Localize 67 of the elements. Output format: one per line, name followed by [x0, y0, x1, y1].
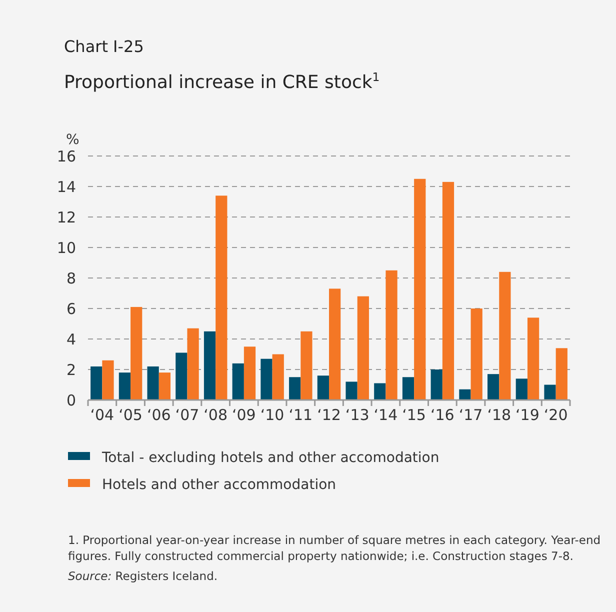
x-tick-label: ‘11 [288, 406, 313, 424]
y-tick-label: 14 [56, 178, 76, 196]
y-tick-label: 0 [66, 391, 76, 410]
chart-subtitle: Proportional increase in CRE stock$^{1}$ [64, 70, 380, 93]
bar [556, 348, 568, 400]
bar [90, 366, 102, 400]
x-tick-label: ‘17 [458, 406, 483, 424]
bar [147, 366, 159, 400]
x-tick-label: ‘18 [487, 406, 512, 424]
y-tick-label: 4 [66, 330, 76, 348]
bar [272, 354, 284, 400]
y-tick-label: 10 [56, 238, 76, 257]
bar [386, 270, 398, 400]
bar [187, 328, 199, 400]
x-tick-label: ‘05 [118, 406, 142, 424]
chart-title: Chart I-25 [64, 37, 144, 56]
bar [102, 360, 114, 400]
bar [357, 296, 369, 400]
bar [346, 382, 358, 400]
x-tick-label: ‘19 [516, 406, 540, 424]
bar [317, 376, 329, 400]
bar [118, 372, 131, 400]
bar [300, 331, 312, 400]
bar [516, 378, 528, 400]
bar [544, 384, 556, 400]
bar [470, 308, 482, 400]
bar [402, 377, 414, 400]
bar [374, 383, 386, 400]
bar [527, 318, 540, 400]
bar [130, 306, 142, 400]
bar [289, 377, 301, 400]
text: 1. Proportional year-on-year increase in number of square metres in each category. Year-end figures. Fully constructed commercial property nationwide; i.e. Construction stages 7-8. [68, 533, 601, 563]
x-tick-label: ‘13 [345, 406, 370, 424]
x-tick-label: ‘20 [544, 406, 568, 424]
x-tick-label: ‘09 [232, 406, 256, 424]
bar [204, 331, 216, 400]
y-tick-label: 6 [66, 300, 76, 318]
bar [430, 370, 442, 400]
source-note: Source: Registers Iceland. [68, 569, 218, 583]
y-tick-label: 2 [66, 360, 76, 379]
x-tick-label: ‘06 [146, 406, 171, 424]
x-tick-label: ‘15 [402, 406, 426, 424]
x-tick-label: ‘12 [317, 406, 341, 424]
bar [176, 352, 188, 400]
legend-label: Hotels and other accommodation [102, 477, 336, 493]
bar [487, 374, 500, 400]
x-tick-label: ‘07 [175, 406, 200, 424]
y-tick-label: 8 [66, 269, 76, 288]
bar [260, 358, 272, 400]
legend-label: Total - excluding hotels and other accomodation [101, 450, 440, 466]
x-tick-label: ‘08 [204, 406, 228, 424]
bar [459, 389, 471, 400]
bar [232, 363, 244, 400]
bar [329, 288, 341, 400]
bar [244, 346, 256, 400]
bar [414, 178, 426, 400]
bar [499, 272, 511, 400]
bar [442, 182, 454, 400]
bar [158, 372, 171, 400]
x-tick-label: ‘16 [430, 406, 454, 424]
y-tick-label: 12 [56, 208, 76, 226]
x-tick-label: ‘10 [260, 406, 284, 424]
x-tick-label: ‘14 [374, 406, 398, 424]
y-tick-label: 16 [56, 147, 76, 166]
y-axis-title: % [66, 132, 80, 148]
bar [216, 196, 228, 400]
x-tick-label: ‘04 [90, 406, 114, 424]
